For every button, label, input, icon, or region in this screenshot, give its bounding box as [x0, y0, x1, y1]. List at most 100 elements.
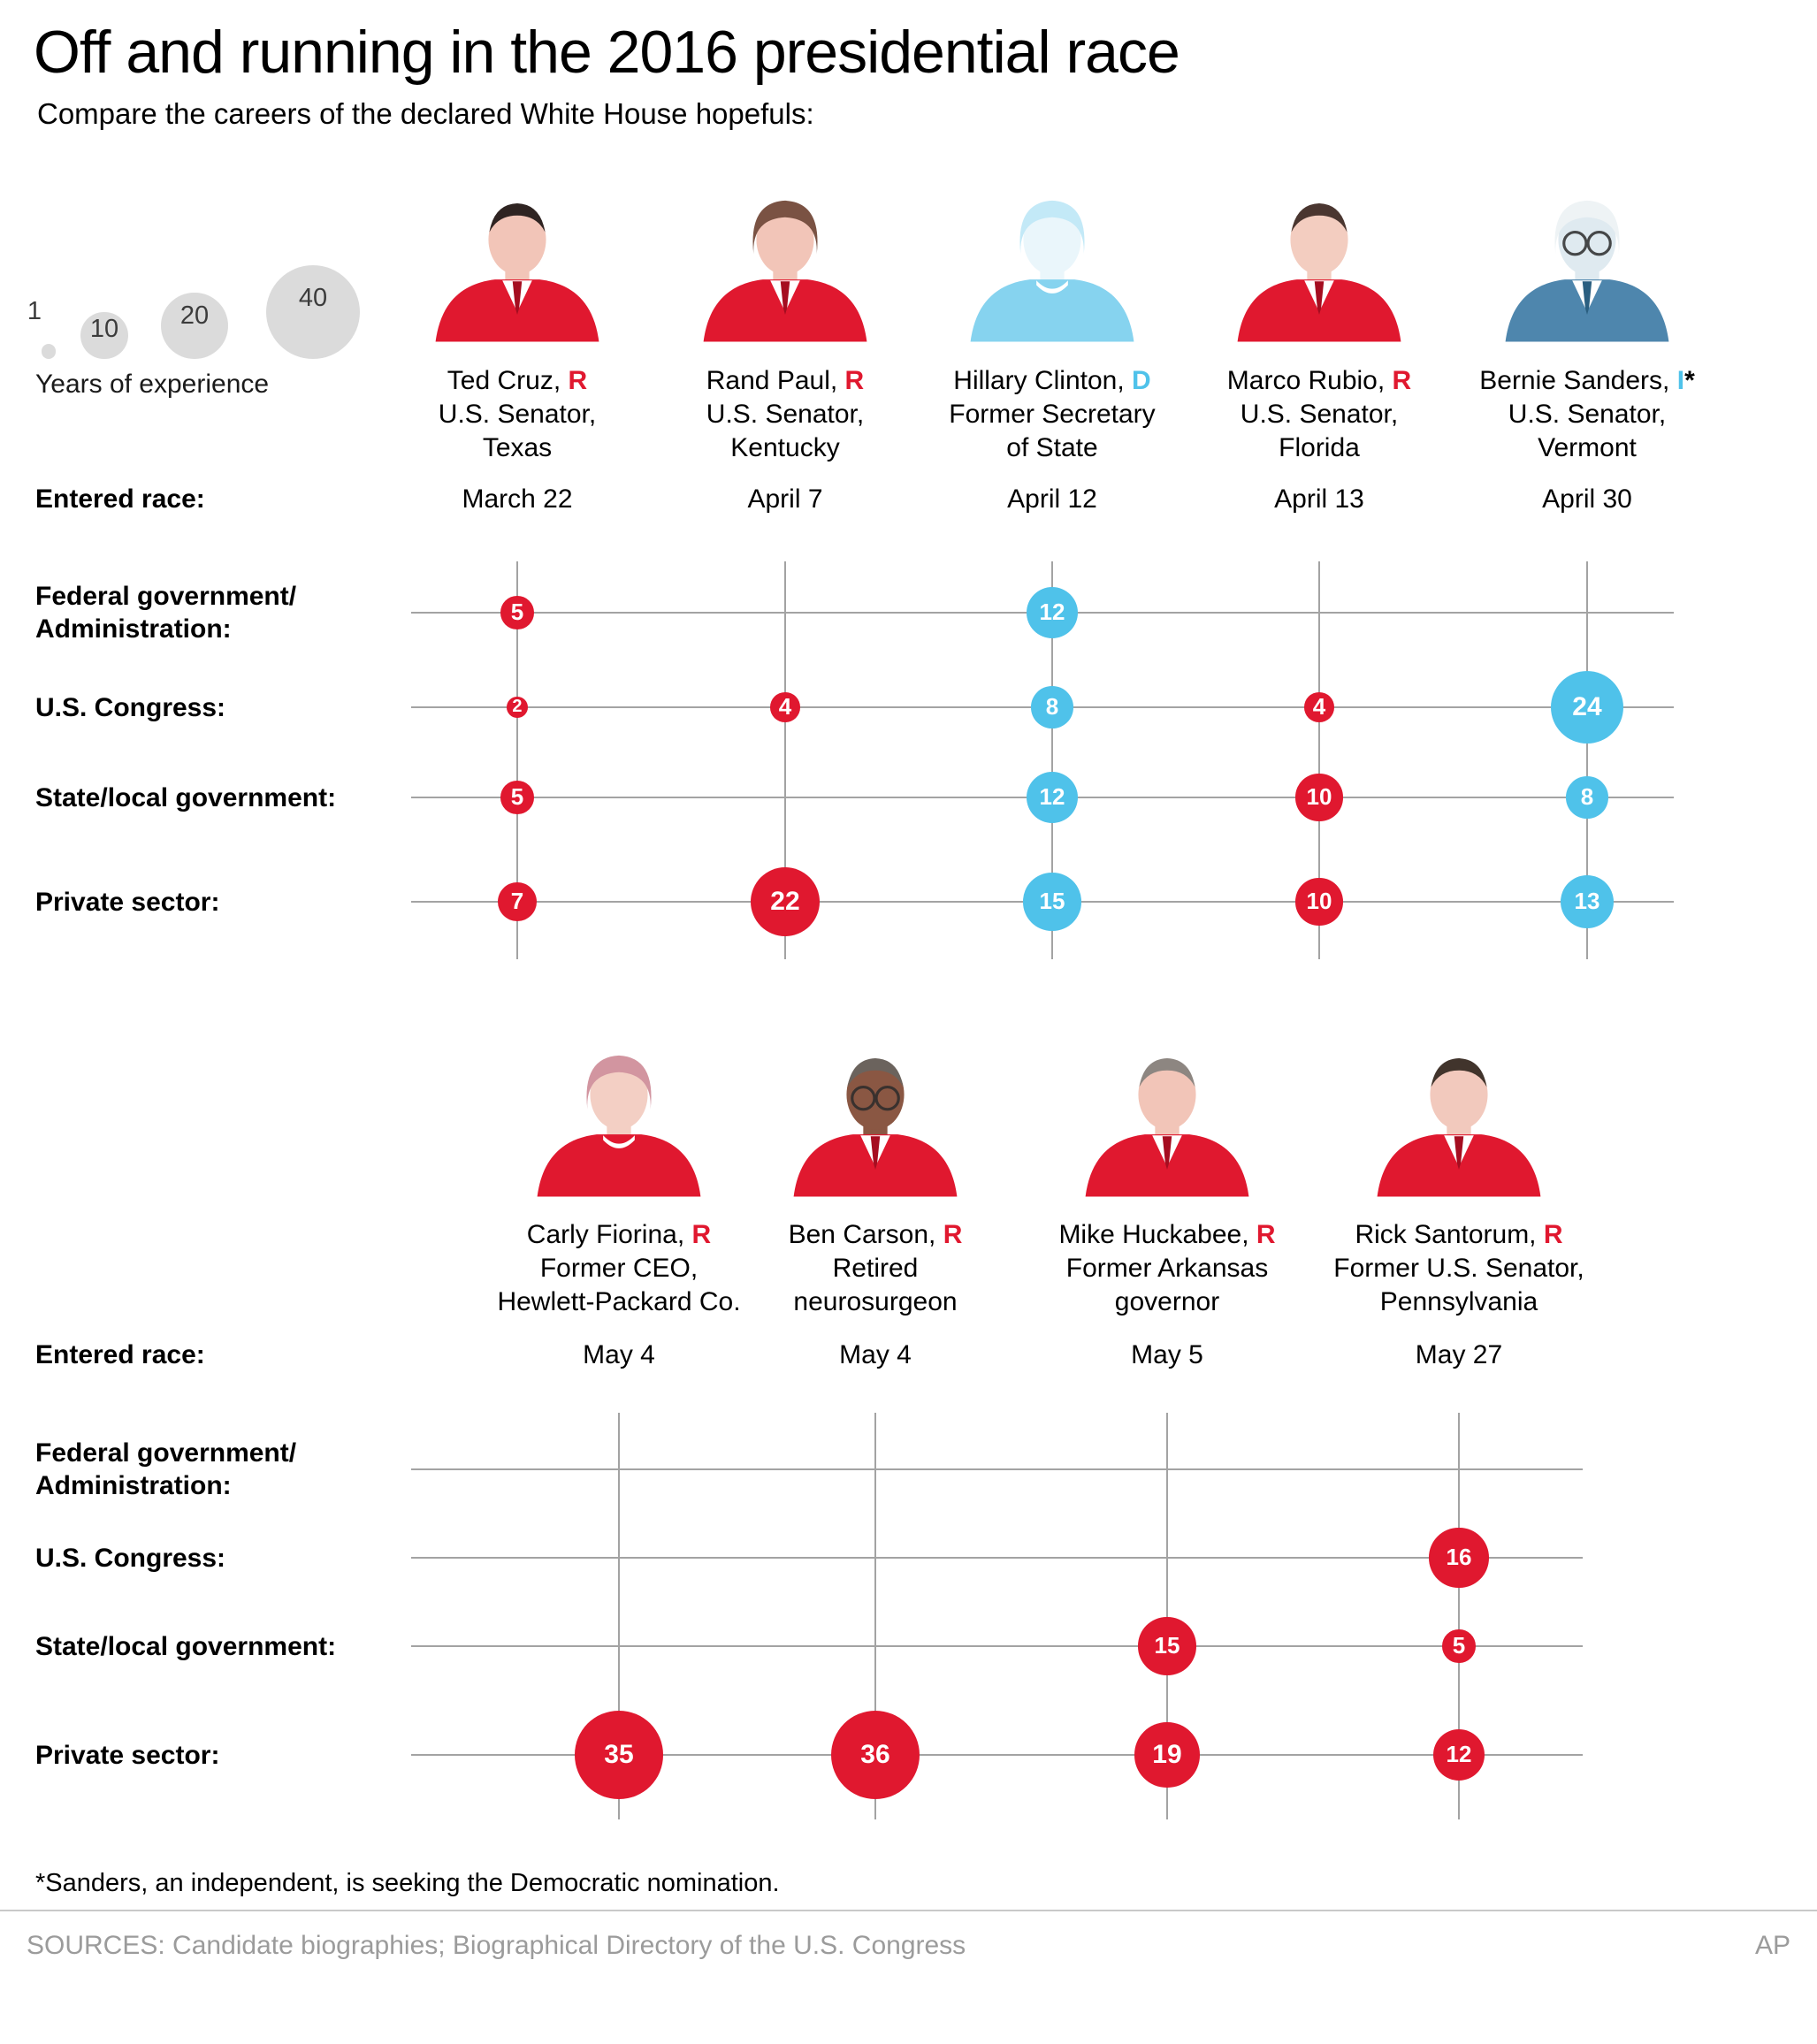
experience-bubble-mike-huckabee-private-sector: 19 [1134, 1722, 1200, 1788]
candidate-portrait-image [793, 1058, 958, 1197]
candidate-desc-line: Former CEO, [539, 1254, 699, 1283]
experience-bubble-rick-santorum-u-s-congress: 16 [1429, 1528, 1489, 1588]
legend-bubble [265, 264, 361, 359]
experience-bubble-bernie-sanders-u-s-congress: 24 [1550, 670, 1624, 744]
entered-race-label: Entered race: [35, 484, 205, 514]
grid-vline [1166, 1413, 1168, 1819]
row-label-state-local-government: State/local government: [35, 782, 337, 812]
entered-date-carly-fiorina: May 4 [583, 1340, 655, 1369]
candidate-portrait-image [970, 200, 1134, 342]
grid-vline [1586, 561, 1588, 959]
candidate-name-text: Hillary Clinton, [953, 366, 1133, 395]
candidate-desc-line: Former U.S. Senator, [1333, 1254, 1584, 1283]
candidate-name-bernie-sanders: Bernie Sanders, I* U.S. Senator, Vermont [1437, 364, 1737, 465]
portrait-mike-huckabee [1074, 1045, 1260, 1200]
row-label-u-s-congress: U.S. Congress: [35, 692, 226, 722]
party-letter: R [1543, 1220, 1563, 1249]
candidate-name-hillary-clinton: Hillary Clinton, D Former Secretary of Sta… [902, 364, 1202, 465]
row-label-federal-government: Federal government/ Administration: [35, 582, 297, 644]
sources-line: SOURCES: Candidate biographies; Biograph… [27, 1931, 966, 1960]
candidate-desc-line: Florida [1279, 433, 1360, 462]
entered-date-ted-cruz: March 22 [462, 484, 573, 514]
candidate-portrait-image [703, 200, 867, 342]
candidate-desc-line: Hewlett-Packard Co. [497, 1287, 741, 1316]
candidate-name-text: Ted Cruz, [447, 366, 569, 395]
experience-bubble-bernie-sanders-state-local-government: 8 [1566, 776, 1608, 819]
row-label-private-sector: Private sector: [35, 887, 220, 917]
experience-bubble-rand-paul-u-s-congress: 4 [770, 692, 800, 722]
experience-bubble-ted-cruz-state-local-government: 5 [500, 781, 534, 814]
candidate-portrait-image [1505, 200, 1669, 342]
glasses-icon [1562, 231, 1612, 256]
candidate-name-line: Marco Rubio, R [1169, 364, 1470, 398]
candidate-name-text: Rand Paul, [706, 366, 845, 395]
grid-vline [874, 1413, 876, 1819]
grid-vline [1051, 561, 1053, 959]
grid-vline [1318, 561, 1320, 959]
row-label-u-s-congress: U.S. Congress: [35, 1543, 226, 1573]
experience-bubble-hillary-clinton-u-s-congress: 8 [1031, 686, 1073, 728]
experience-bubble-bernie-sanders-private-sector: 13 [1560, 874, 1615, 929]
portrait-marco-rubio [1226, 190, 1412, 345]
candidate-desc-line: Vermont [1538, 433, 1637, 462]
candidate-name-ben-carson: Ben Carson, R Retired neurosurgeon [725, 1218, 1026, 1319]
experience-bubble-marco-rubio-state-local-government: 10 [1295, 774, 1343, 821]
experience-bubble-hillary-clinton-state-local-government: 12 [1026, 771, 1079, 824]
page-title: Off and running in the 2016 presidential… [34, 19, 1180, 86]
grid-vline [784, 561, 786, 959]
divider-line [0, 1910, 1817, 1911]
candidate-desc-line: Texas [482, 433, 553, 462]
footnote: *Sanders, an independent, is seeking the… [35, 1869, 780, 1897]
candidate-desc-line: Retired [832, 1254, 919, 1283]
candidate-portrait-image [537, 1055, 701, 1197]
candidate-name-line: Carly Fiorina, R [469, 1218, 769, 1252]
experience-bubble-hillary-clinton-private-sector: 15 [1023, 873, 1081, 931]
party-letter: D [1132, 366, 1151, 395]
candidate-desc-line: U.S. Senator, [1240, 400, 1399, 429]
candidate-name-rick-santorum: Rick Santorum, R Former U.S. Senator, Penn… [1309, 1218, 1609, 1319]
candidate-name-marco-rubio: Marco Rubio, R U.S. Senator, Florida [1169, 364, 1470, 465]
experience-bubble-ted-cruz-private-sector: 7 [497, 881, 538, 922]
subtitle: Compare the careers of the declared Whit… [37, 97, 814, 130]
candidate-name-text: Marco Rubio, [1226, 366, 1393, 395]
grid-hline [411, 1557, 1583, 1559]
party-letter: R [1392, 366, 1412, 395]
candidate-name-line: Mike Huckabee, R [1017, 1218, 1317, 1252]
portrait-rand-paul [692, 190, 878, 345]
experience-bubble-mike-huckabee-state-local-government: 15 [1138, 1617, 1196, 1675]
glasses-icon [851, 1086, 900, 1111]
candidate-name-line: Rick Santorum, R [1309, 1218, 1609, 1252]
entered-date-bernie-sanders: April 30 [1542, 484, 1632, 514]
legend-bubble-label: 40 [298, 283, 328, 312]
experience-bubble-ted-cruz-u-s-congress: 2 [507, 697, 528, 718]
row-label-private-sector: Private sector: [35, 1740, 220, 1770]
candidate-name-text: Mike Huckabee, [1058, 1220, 1256, 1249]
candidate-desc-line: Pennsylvania [1379, 1287, 1538, 1316]
legend-bubble-label: 10 [89, 314, 119, 343]
experience-bubble-carly-fiorina-private-sector: 35 [575, 1711, 663, 1799]
experience-bubble-rick-santorum-private-sector: 12 [1432, 1728, 1485, 1781]
grid-vline [618, 1413, 620, 1819]
candidate-name-text: Rick Santorum, [1355, 1220, 1544, 1249]
candidate-desc-line: U.S. Senator, [1508, 400, 1667, 429]
party-letter: R [691, 1220, 712, 1249]
experience-bubble-marco-rubio-u-s-congress: 4 [1304, 692, 1334, 722]
experience-bubble-ted-cruz-federal-government-administration: 5 [500, 596, 534, 629]
legend-bubble [80, 311, 128, 359]
portrait-rick-santorum [1366, 1045, 1552, 1200]
candidate-desc-line: neurosurgeon [793, 1287, 958, 1316]
entered-date-marco-rubio: April 13 [1274, 484, 1364, 514]
party-letter: I [1676, 366, 1685, 395]
party-letter: R [943, 1220, 963, 1249]
party-letter: R [1256, 1220, 1276, 1249]
candidate-name-ted-cruz: Ted Cruz, R U.S. Senator, Texas [367, 364, 668, 465]
party-suffix: * [1684, 366, 1695, 395]
candidate-name-rand-paul: Rand Paul, R U.S. Senator, Kentucky [635, 364, 935, 465]
experience-bubble-hillary-clinton-federal-government-administration: 12 [1026, 586, 1079, 639]
candidate-portrait-image [1377, 1058, 1541, 1197]
candidate-desc-line: of State [1006, 433, 1098, 462]
candidate-desc-line: Former Secretary [949, 400, 1156, 429]
legend-bubble-label: 20 [179, 301, 210, 331]
candidate-desc-line: governor [1114, 1287, 1220, 1316]
candidate-portrait-image [1085, 1058, 1249, 1197]
